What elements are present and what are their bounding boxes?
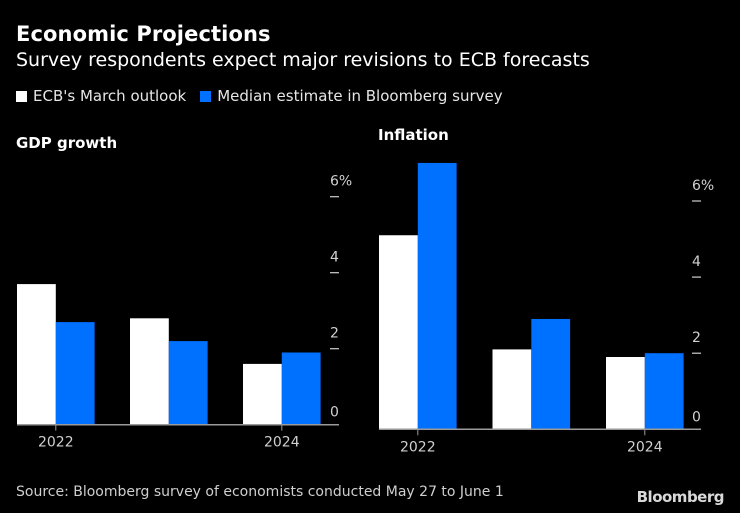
gdp-y-tick-label-2: 2 xyxy=(330,326,339,342)
inflation-bar-ecb-2023 xyxy=(492,349,532,430)
chart-title: Economic Projections xyxy=(16,22,271,46)
chart-subtitle: Survey respondents expect major revision… xyxy=(16,49,590,71)
legend-label-survey: Median estimate in Bloomberg survey xyxy=(217,87,503,105)
inflation-panel-title: Inflation xyxy=(378,126,449,144)
legend-item-survey: Median estimate in Bloomberg survey xyxy=(200,87,503,105)
gdp-y-tick-label-0: 0 xyxy=(330,405,339,421)
gdp-bar-survey-2023 xyxy=(168,341,208,425)
inflation-bar-ecb-2022 xyxy=(379,235,418,430)
gdp-x-tick-label-2022: 2022 xyxy=(38,435,74,451)
inflation-y-tick-label-2: 2 xyxy=(692,330,701,346)
gdp-bar-ecb-2022 xyxy=(17,284,56,425)
gdp-x-tick-label-2024: 2024 xyxy=(264,435,300,451)
inflation-bar-survey-2023 xyxy=(531,318,571,430)
gdp-panel-title: GDP growth xyxy=(16,134,118,152)
legend-swatch-ecb xyxy=(16,90,27,102)
gdp-bar-survey-2022 xyxy=(55,322,95,425)
inflation-y-tick-label-4: 4 xyxy=(692,254,701,270)
legend: ECB's March outlook Median estimate in B… xyxy=(16,87,517,105)
inflation-y-tick-label-0: 0 xyxy=(692,409,701,425)
source-note: Source: Bloomberg survey of economists c… xyxy=(16,484,504,500)
bloomberg-logo: Bloomberg xyxy=(636,488,725,506)
inflation-bar-survey-2022 xyxy=(417,162,457,430)
inflation-bar-ecb-2024 xyxy=(606,357,645,430)
inflation-x-tick-label-2024: 2024 xyxy=(627,439,663,455)
gdp-bar-ecb-2024 xyxy=(243,363,282,425)
gdp-bar-ecb-2023 xyxy=(130,318,169,425)
gdp-y-tick-label-6: 6% xyxy=(330,174,352,190)
legend-label-ecb: ECB's March outlook xyxy=(33,87,187,105)
inflation-bar-survey-2024 xyxy=(644,353,684,430)
legend-swatch-survey xyxy=(200,90,212,102)
legend-item-ecb: ECB's March outlook xyxy=(16,87,186,105)
gdp-y-tick-label-4: 4 xyxy=(330,250,339,266)
inflation-y-tick-label-6: 6% xyxy=(692,178,714,194)
gdp-bar-survey-2024 xyxy=(281,352,321,425)
inflation-x-tick-label-2022: 2022 xyxy=(400,439,436,455)
